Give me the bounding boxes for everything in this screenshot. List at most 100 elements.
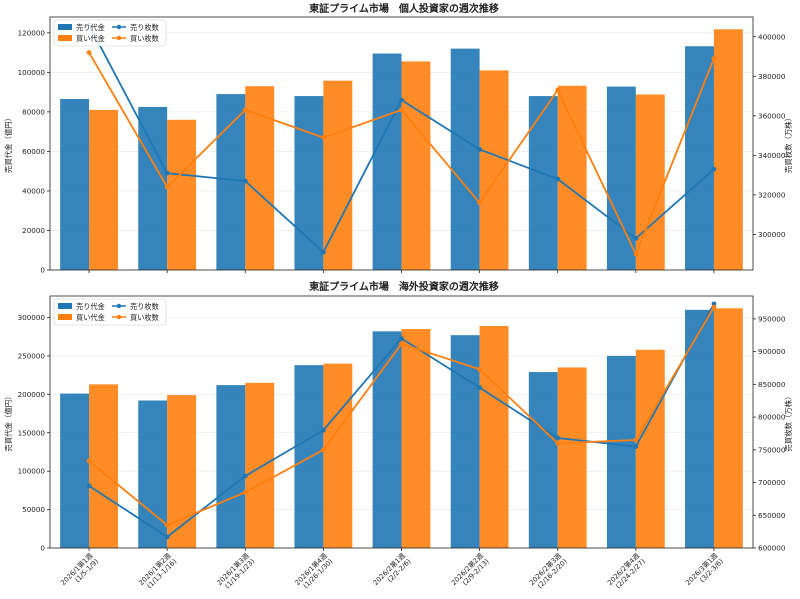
y2-tick-label: 300000 [758,230,786,239]
legend: 売り代金 買い代金 売り枚数 買い枚数 [53,298,167,326]
y2-tick-label: 850000 [758,380,786,389]
point-buy-volume [399,341,404,347]
y-tick-label: 0 [40,544,45,553]
y2-tick-label: 600000 [758,544,786,553]
bar-sell-amount [606,355,636,548]
y2-tick-label: 800000 [758,413,786,422]
legend-label-buy-volume: 買い枚数 [130,34,159,43]
y-tick-label: 150000 [18,428,46,437]
y2-tick-label: 340000 [758,151,786,160]
bar-buy-amount [167,119,197,270]
y-axis-label: 売買代金（億円） [4,114,13,173]
bar-buy-amount [245,86,275,270]
bar-sell-amount [60,393,90,548]
point-buy-volume [399,107,404,113]
point-buy-volume [86,458,92,464]
y-tick-label: 50000 [22,505,45,514]
bar-sell-amount [450,335,480,548]
bar-sell-amount [450,48,480,270]
bar-buy-amount [479,325,509,548]
point-sell-volume [86,483,92,489]
bar-buy-amount [635,349,665,548]
bar-sell-amount [294,96,324,270]
bar-buy-amount [89,109,118,270]
legend: 売り代金 買い代金 売り枚数 買い枚数 [53,19,167,47]
x-tick-label: 2026/3第1週(3/2-3/6) [683,551,725,593]
y2-tick-label: 320000 [758,190,786,199]
point-buy-volume [555,87,561,93]
point-buy-volume [711,56,717,61]
bar-sell-amount [606,86,636,270]
point-buy-volume [164,522,170,528]
legend-swatch-buy-amount [58,314,72,320]
x-tick-label: 2026/2第2週(2/9-2/13) [449,551,491,593]
point-sell-volume [711,166,717,172]
bar-sell-amount [685,46,714,270]
y-tick-label: 120000 [18,28,46,37]
x-tick-label: 2026/2第4週(2/24-2/27) [605,551,647,593]
bar-sell-amount [372,53,402,270]
y2-tick-label: 900000 [758,347,786,356]
legend-label-buy-amount: 買い代金 [76,34,105,43]
bar-buy-amount [713,308,743,548]
bar-buy-amount [323,80,353,270]
y2-tick-label: 700000 [758,478,786,487]
y2-tick-label: 950000 [758,314,786,323]
y2-axis-label: 売買枚数（万株） [784,392,793,451]
x-tick-label: 2026/1第4週(1/26-1/30) [293,551,335,593]
individual-investors-panel: 東証プライム市場 個人投資家の週次推移 0 20000 40000 60000 8000… [4,2,793,275]
point-buy-volume [242,107,248,113]
bar-sell-amount [528,96,558,270]
point-sell-volume [320,427,326,433]
point-sell-volume [164,170,170,176]
y2-tick-label: 380000 [758,72,786,81]
y-tick-label: 20000 [22,226,45,235]
bar-sell-amount [60,99,90,270]
point-sell-volume [399,336,404,341]
point-sell-volume [555,176,561,182]
y-tick-label: 300000 [18,313,46,322]
point-buy-volume [86,50,92,55]
bar-buy-amount [89,384,118,548]
legend-marker-buy-volume [116,314,122,320]
foreign-investors-panel: 東証プライム市場 海外投資家の週次推移 0 50000 100000 150000 20… [4,280,793,593]
y2-tick-label: 360000 [758,111,786,120]
point-sell-volume [633,444,639,449]
point-sell-volume [242,473,248,479]
chart-title-foreign: 東証プライム市場 海外投資家の週次推移 [309,280,499,293]
x-tick-label: 2026/1第1週(1/5-1/9) [59,551,101,593]
y-tick-label: 250000 [18,351,46,360]
x-tick-label: 2026/1第3週(1/19-1/23) [215,551,257,593]
legend-label-sell-amount: 売り代金 [76,302,105,311]
point-sell-volume [164,534,170,540]
y2-tick-label: 750000 [758,445,786,454]
y2-tick-label: 650000 [758,511,786,520]
point-buy-volume [320,135,326,140]
legend-swatch-sell-amount [58,24,72,30]
y-tick-label: 0 [40,266,45,275]
y-tick-label: 200000 [18,390,46,399]
point-sell-volume [477,147,483,152]
legend-marker-sell-volume [116,303,122,309]
bar-sell-amount [138,400,168,548]
point-sell-volume [477,385,483,391]
bar-buy-amount [401,61,431,270]
bar-sell-amount [685,309,714,548]
y2-axis-label: 売買枚数（万株） [784,114,793,173]
point-buy-volume [320,447,326,453]
point-buy-volume [711,304,717,310]
x-tick-label: 2026/2第3週(2/16-2/20) [527,551,569,593]
bar-buy-amount [245,382,275,548]
legend-label-sell-volume: 売り枚数 [130,302,159,311]
bar-buy-amount [401,329,431,548]
bar-sell-amount [294,365,324,548]
point-buy-volume [555,440,561,446]
chart-title-individual: 東証プライム市場 個人投資家の週次推移 [309,2,499,15]
bar-buy-amount [557,85,587,270]
point-buy-volume [633,437,639,443]
legend-swatch-sell-amount [58,303,72,309]
y-tick-label: 80000 [22,107,45,116]
point-buy-volume [477,200,483,206]
x-tick-label: 2026/1第2週(1/13-1/16) [137,551,179,593]
